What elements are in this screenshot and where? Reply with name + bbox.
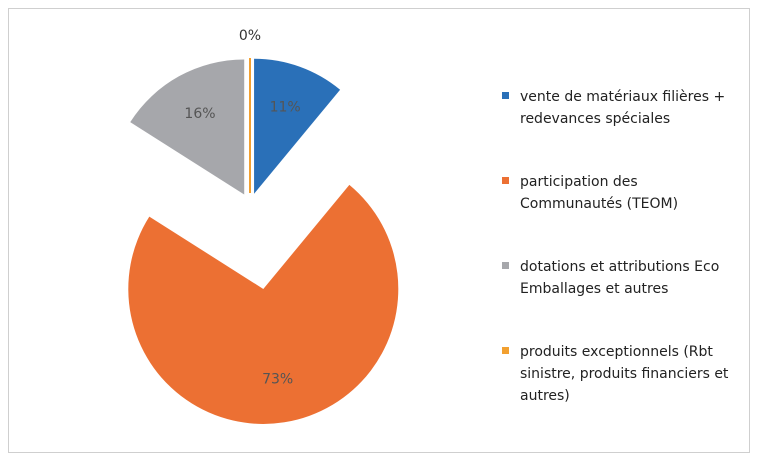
legend: vente de matériaux filières + redevances… bbox=[500, 86, 735, 426]
legend-label: produits exceptionnels (Rbt sinistre, pr… bbox=[520, 344, 729, 404]
legend-swatch bbox=[502, 347, 509, 354]
legend-swatch bbox=[502, 92, 509, 99]
legend-label: dotations et attributions Eco Emballages… bbox=[520, 259, 720, 297]
pie-slice bbox=[254, 58, 341, 194]
legend-item: produits exceptionnels (Rbt sinistre, pr… bbox=[500, 341, 735, 426]
slice-label: 11% bbox=[270, 99, 301, 115]
legend-item: vente de matériaux filières + redevances… bbox=[500, 86, 735, 171]
slice-label: 16% bbox=[184, 106, 215, 122]
slice-label: 73% bbox=[262, 372, 293, 388]
legend-swatch bbox=[502, 177, 509, 184]
legend-item: participation des Communautés (TEOM) bbox=[500, 171, 735, 256]
pie-slice bbox=[130, 59, 245, 195]
slice-label: 0% bbox=[239, 28, 261, 44]
legend-label: participation des Communautés (TEOM) bbox=[520, 174, 679, 212]
chart: 11% 73% 16% 0% bbox=[128, 28, 399, 424]
chart-frame bbox=[8, 8, 750, 453]
legend-item: dotations et attributions Eco Emballages… bbox=[500, 256, 735, 341]
legend-label: vente de matériaux filières + redevances… bbox=[520, 89, 726, 127]
legend-swatch bbox=[502, 262, 509, 269]
pie-slice bbox=[128, 184, 399, 424]
